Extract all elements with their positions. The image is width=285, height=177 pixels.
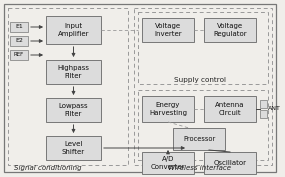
- Bar: [204, 152, 256, 174]
- Bar: [10, 50, 28, 60]
- Text: Voltage
Regulator: Voltage Regulator: [213, 23, 247, 37]
- Bar: [173, 128, 225, 150]
- Text: ANT: ANT: [268, 107, 281, 112]
- Bar: [142, 152, 194, 174]
- Bar: [10, 22, 28, 32]
- Text: Oscillator: Oscillator: [213, 160, 247, 166]
- Bar: [260, 100, 267, 108]
- Bar: [46, 60, 101, 84]
- Bar: [204, 18, 256, 42]
- Bar: [142, 18, 194, 42]
- Bar: [46, 136, 101, 160]
- Text: A/D
Converter: A/D Converter: [151, 156, 185, 170]
- Text: Voltage
Inverter: Voltage Inverter: [154, 23, 182, 37]
- Text: Antenna
Circuit: Antenna Circuit: [215, 102, 245, 116]
- Text: Lowpass
Filter: Lowpass Filter: [59, 103, 88, 117]
- Bar: [142, 96, 194, 122]
- Bar: [8, 8, 128, 165]
- Bar: [10, 36, 28, 46]
- Text: E1: E1: [15, 24, 23, 30]
- Text: Wireless interface: Wireless interface: [168, 165, 231, 171]
- Text: Processor: Processor: [183, 136, 215, 142]
- Bar: [134, 8, 272, 165]
- Bar: [46, 98, 101, 122]
- Text: Highpass
Filter: Highpass Filter: [58, 65, 89, 79]
- Text: Energy
Harvesting: Energy Harvesting: [149, 102, 187, 116]
- Text: E2: E2: [15, 39, 23, 44]
- Bar: [260, 110, 267, 118]
- Text: Level
Shifter: Level Shifter: [62, 141, 85, 155]
- Text: REF: REF: [14, 53, 24, 58]
- Bar: [46, 16, 101, 44]
- Bar: [138, 12, 268, 84]
- Bar: [204, 96, 256, 122]
- Text: Input
Amplifier: Input Amplifier: [58, 23, 89, 37]
- Text: Supply control: Supply control: [174, 77, 226, 83]
- Text: Signal conditioning: Signal conditioning: [14, 165, 82, 171]
- Bar: [138, 90, 268, 160]
